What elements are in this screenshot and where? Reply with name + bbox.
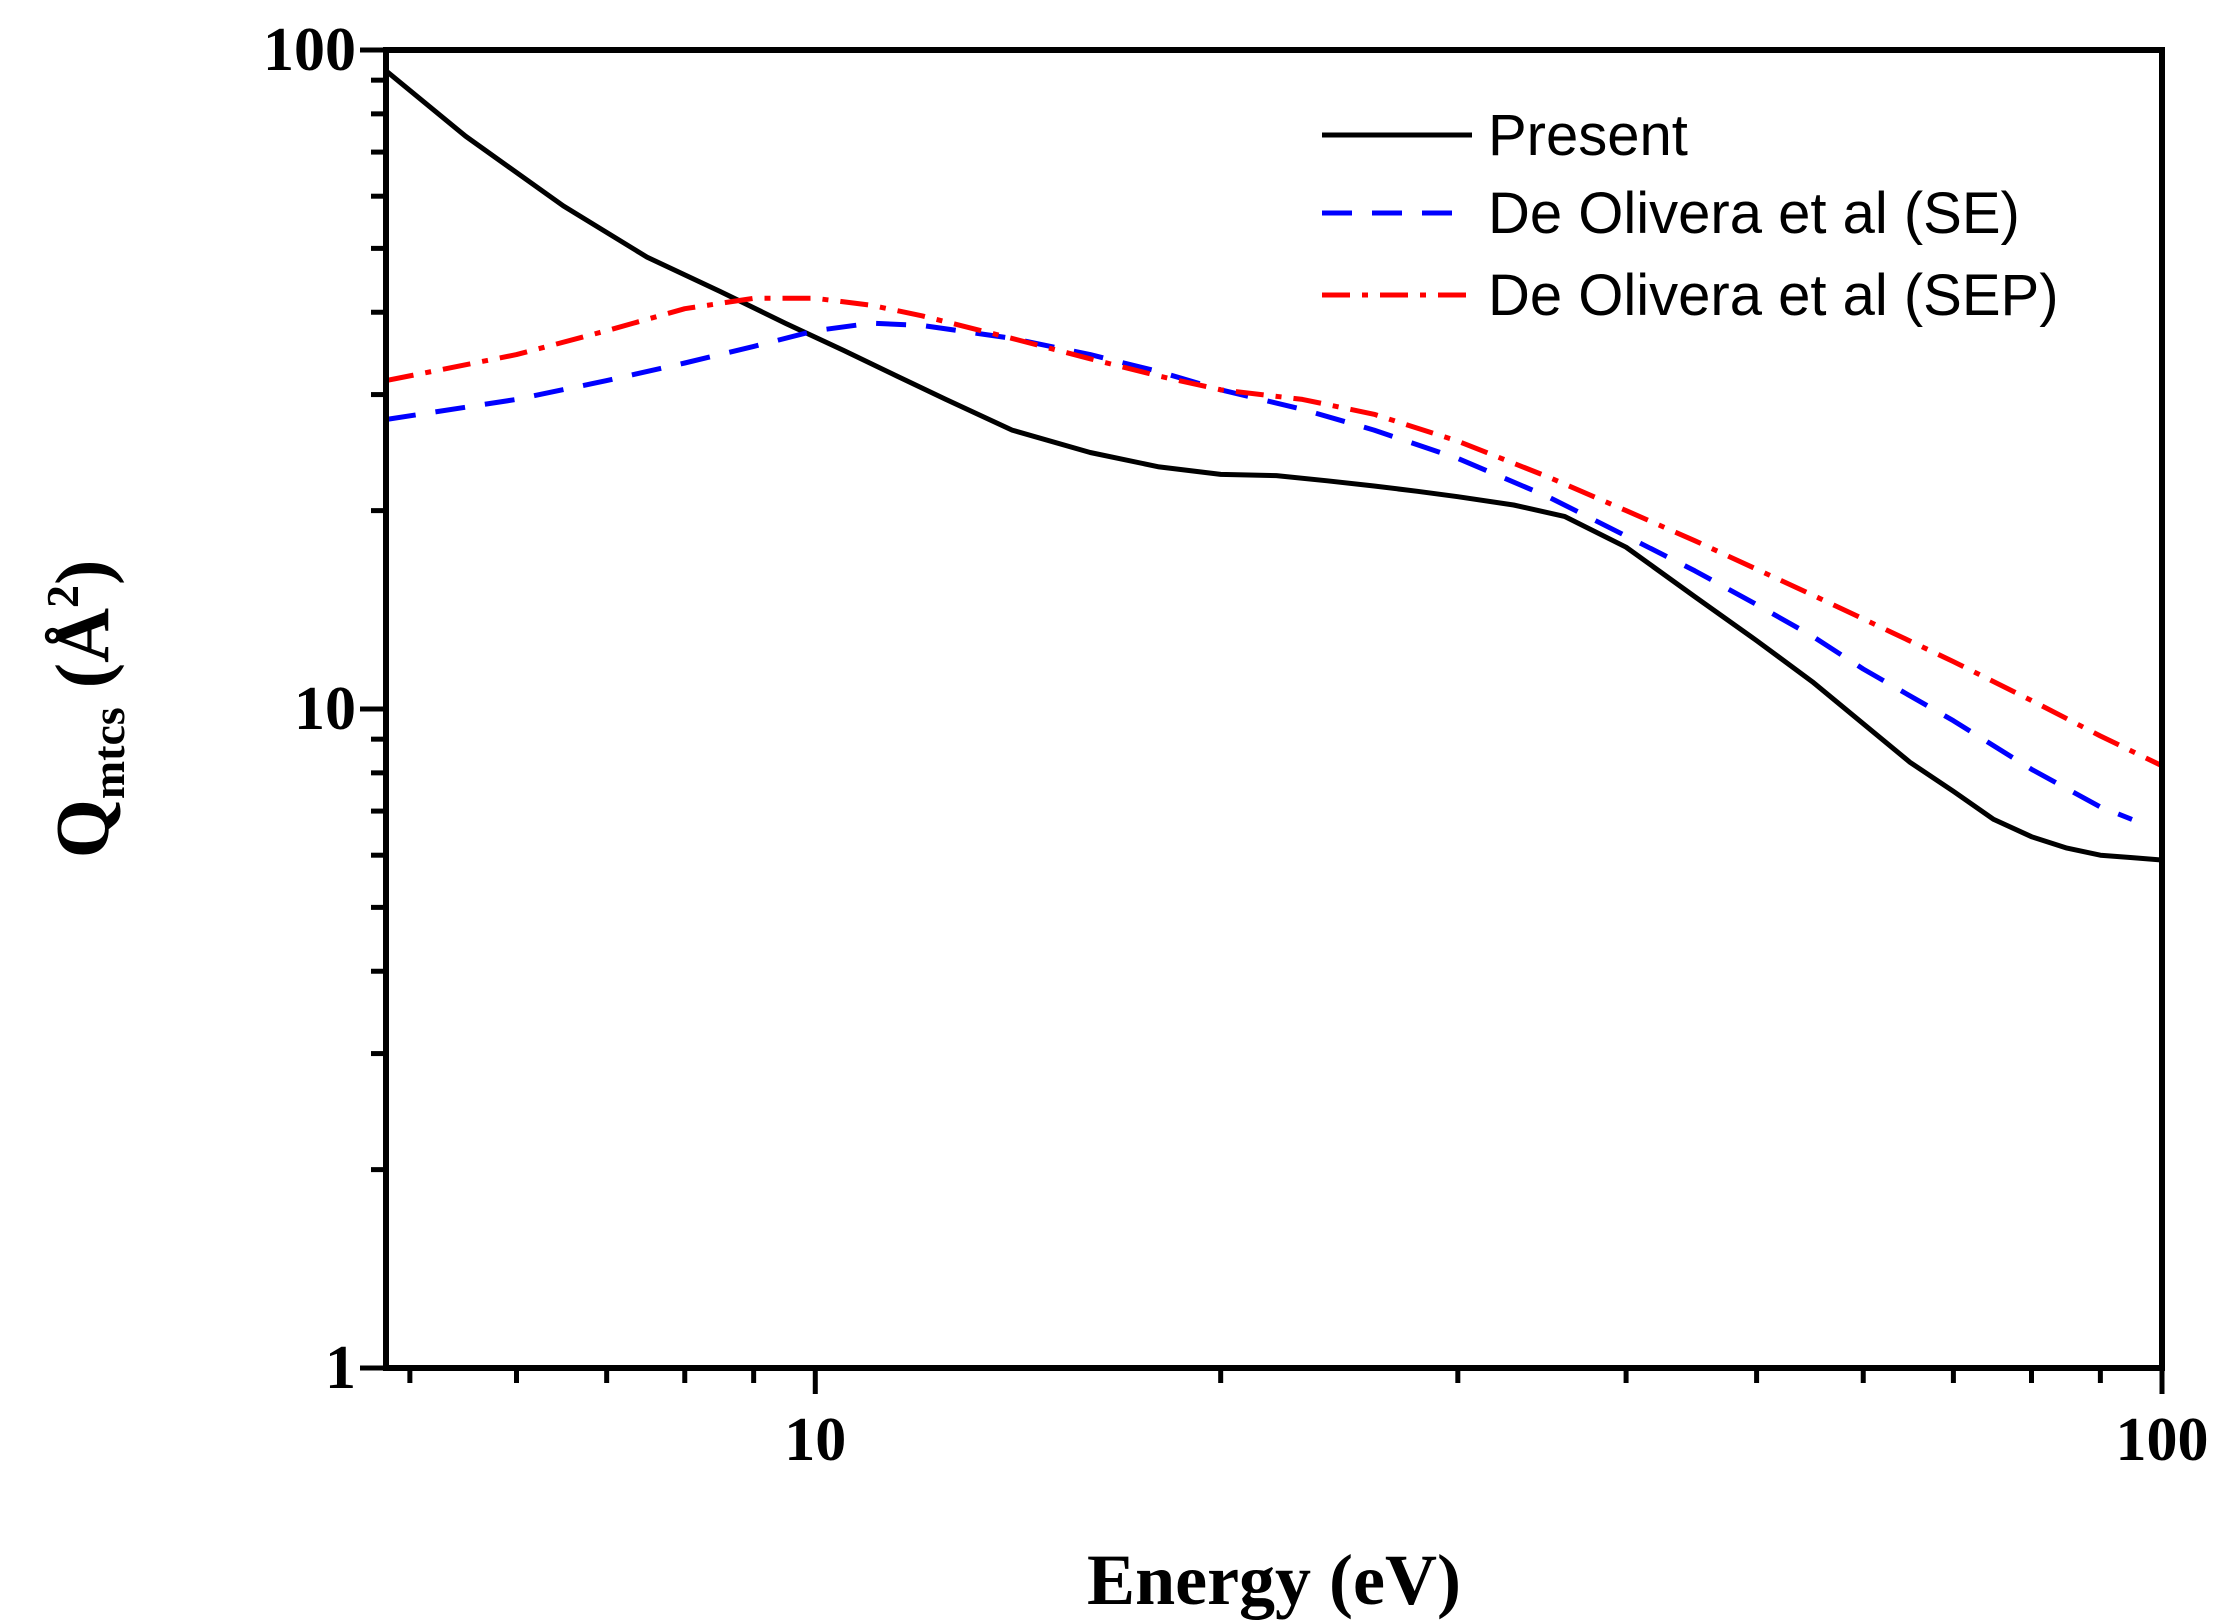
plot-frame [383,47,2165,1371]
x-tick-label-0: 10 [784,1406,846,1474]
y-tick-label-1: 10 [294,675,356,743]
x-tick-label-1: 100 [2116,1406,2209,1474]
y-axis-title: Qmtcs (Å2) [37,560,134,859]
y-tick-label-2: 100 [263,16,356,84]
y-axis-title-sub: mtcs [83,707,134,799]
legend-label-present: Present [1488,103,1688,168]
series-line-2 [385,295,2164,769]
y-axis-title-sup: 2 [37,585,88,608]
series-layer [384,68,2164,863]
ticks-layer [360,47,2165,1394]
y-axis-title-unit: Å [41,608,125,663]
legend-label-se: De Olivera et al (SE) [1488,181,2020,246]
ticklabel-layer: 10 100 1 10 100 [263,16,2209,1474]
x-axis-title: Energy (eV) [1087,1540,1461,1620]
series-line-1 [385,320,2133,822]
y-axis-title-open: ( [41,663,125,707]
legend-label-sep: De Olivera et al (SEP) [1488,263,2059,328]
legend: Present De Olivera et al (SE) De Olivera… [1322,103,2059,328]
y-axis-title-close: ) [41,560,125,585]
y-tick-label-0: 1 [325,1334,356,1402]
y-axis-title-main: Q [41,799,125,858]
